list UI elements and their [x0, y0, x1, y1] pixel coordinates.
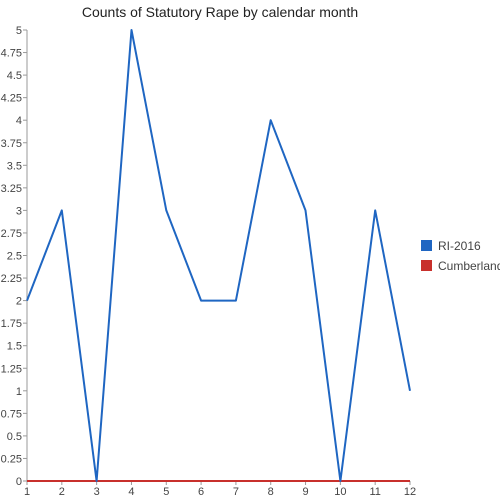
legend-swatch [421, 240, 432, 251]
y-tick-label: 1.25 [1, 363, 22, 375]
x-tick-label: 5 [163, 486, 169, 498]
legend-label: RI-2016 [438, 239, 481, 253]
y-tick-label: 4.75 [1, 48, 22, 60]
x-tick-label: 7 [233, 486, 239, 498]
x-tick-label: 9 [302, 486, 308, 498]
series-line [26, 29, 411, 482]
y-tick-label: 2.25 [1, 273, 22, 285]
y-tick-label: 2 [16, 296, 22, 308]
y-tick-label: 0.5 [7, 431, 22, 443]
x-tick-label: 11 [369, 486, 380, 498]
y-tick-label: 5 [16, 25, 22, 37]
y-tick-label: 2.75 [1, 228, 22, 240]
legend-label: Cumberland [438, 259, 500, 273]
x-tick-label: 10 [334, 486, 346, 498]
chart-series [26, 29, 411, 482]
y-tick-label: 1.75 [1, 318, 22, 330]
x-tick-label: 3 [94, 486, 100, 498]
y-tick-label: 3.25 [1, 183, 22, 195]
y-tick-label: 1.5 [7, 341, 22, 353]
chart-title: Counts of Statutory Rape by calendar mon… [82, 4, 358, 20]
x-tick-label: 2 [59, 486, 65, 498]
x-tick-label: 4 [128, 486, 134, 498]
y-tick-label: 2.5 [7, 251, 22, 263]
legend-swatch [421, 260, 432, 271]
x-tick-label: 8 [268, 486, 274, 498]
y-tick-label: 0.75 [1, 408, 22, 420]
y-tick-label: 3.75 [1, 138, 22, 150]
y-tick-label: 4 [16, 115, 22, 127]
y-tick-label: 3 [16, 205, 22, 217]
x-tick-label: 1 [24, 486, 30, 498]
y-tick-label: 4.5 [7, 70, 22, 82]
y-tick-label: 0 [16, 476, 22, 488]
y-tick-label: 4.25 [1, 93, 22, 105]
chart-axes: 0 0.25 0.5 0.75 1 1.25 1.5 1.75 2 2.25 2.5 2.75 3 3.2… [1, 25, 417, 498]
x-tick-label: 12 [404, 486, 416, 498]
chart-legend: RI-2016 Cumberland [421, 239, 500, 273]
x-tick-label: 6 [198, 486, 204, 498]
y-tick-label: 0.25 [1, 453, 22, 465]
y-tick-label: 1 [16, 386, 22, 398]
y-tick-label: 3.5 [7, 160, 22, 172]
